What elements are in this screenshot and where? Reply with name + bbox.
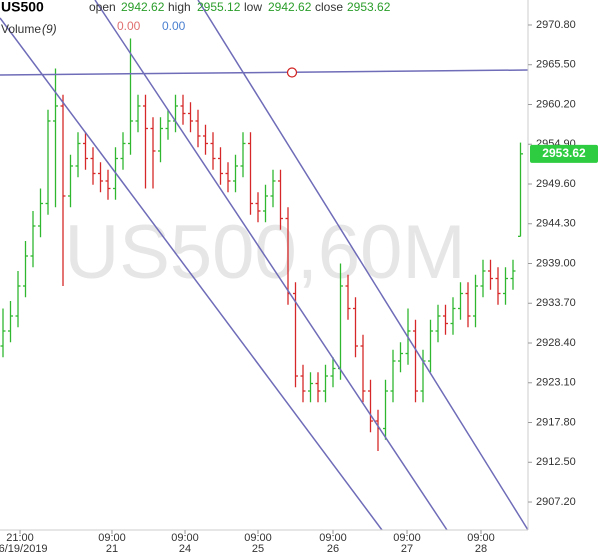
channel-line [0, 17, 383, 531]
y-tick-label: 2960.20 [536, 98, 576, 110]
ohlc-label: low [244, 0, 262, 14]
y-tick-label: 2912.50 [536, 456, 576, 468]
x-tick-date: 28 [475, 543, 487, 555]
indicator-value: 0.00 [162, 19, 186, 33]
x-tick-label: 09:00 [171, 532, 199, 544]
ohlc-value: 2953.62 [347, 0, 391, 14]
x-tick-date: 27 [401, 543, 413, 555]
x-tick-date: 25 [252, 543, 264, 555]
y-tick-label: 2965.50 [536, 59, 576, 71]
trend-line [0, 69, 529, 76]
ohlc-value: 2955.12 [197, 0, 241, 14]
x-tick-date: 24 [179, 543, 191, 555]
channel-line [94, 0, 448, 531]
y-tick-label: 2928.40 [536, 337, 576, 349]
x-tick-label: 09:00 [319, 532, 347, 544]
y-tick-label: 2939.00 [536, 257, 576, 269]
anchor-point[interactable] [286, 67, 298, 78]
indicator-param: (9) [42, 22, 57, 36]
price-tag [530, 144, 598, 163]
indicator-value: 0.00 [117, 19, 141, 33]
x-tick-date: 06/19/2019 [0, 543, 48, 555]
x-tick-label: 09:00 [98, 532, 126, 544]
indicator-name: Volume [1, 22, 41, 36]
x-tick-label: 09:00 [467, 532, 495, 544]
ohlc-label: high [168, 0, 191, 14]
y-tick-label: 2944.30 [536, 218, 576, 230]
watermark: US500,60M [64, 210, 465, 295]
y-tick-label: 2923.10 [536, 377, 576, 389]
ohlc-label: close [315, 0, 343, 14]
x-tick-date: 26 [327, 543, 339, 555]
ohlc-value: 2942.62 [121, 0, 165, 14]
y-tick-label: 2933.70 [536, 297, 576, 309]
x-tick-label: 09:00 [393, 532, 421, 544]
price-tag-label: 2953.62 [542, 146, 586, 160]
channel-line [197, 0, 529, 531]
ohlc-label: open [89, 0, 116, 14]
y-tick-label: 2970.80 [536, 19, 576, 31]
symbol: US500 [1, 0, 44, 15]
x-tick-date: 21 [106, 543, 118, 555]
y-tick-label: 2949.60 [536, 178, 576, 190]
x-tick-label: 21:00 [6, 532, 34, 544]
y-tick-label: 2907.20 [536, 496, 576, 508]
ohlc-value: 2942.62 [268, 0, 312, 14]
y-tick-label: 2917.80 [536, 416, 576, 428]
x-tick-label: 09:00 [244, 532, 272, 544]
